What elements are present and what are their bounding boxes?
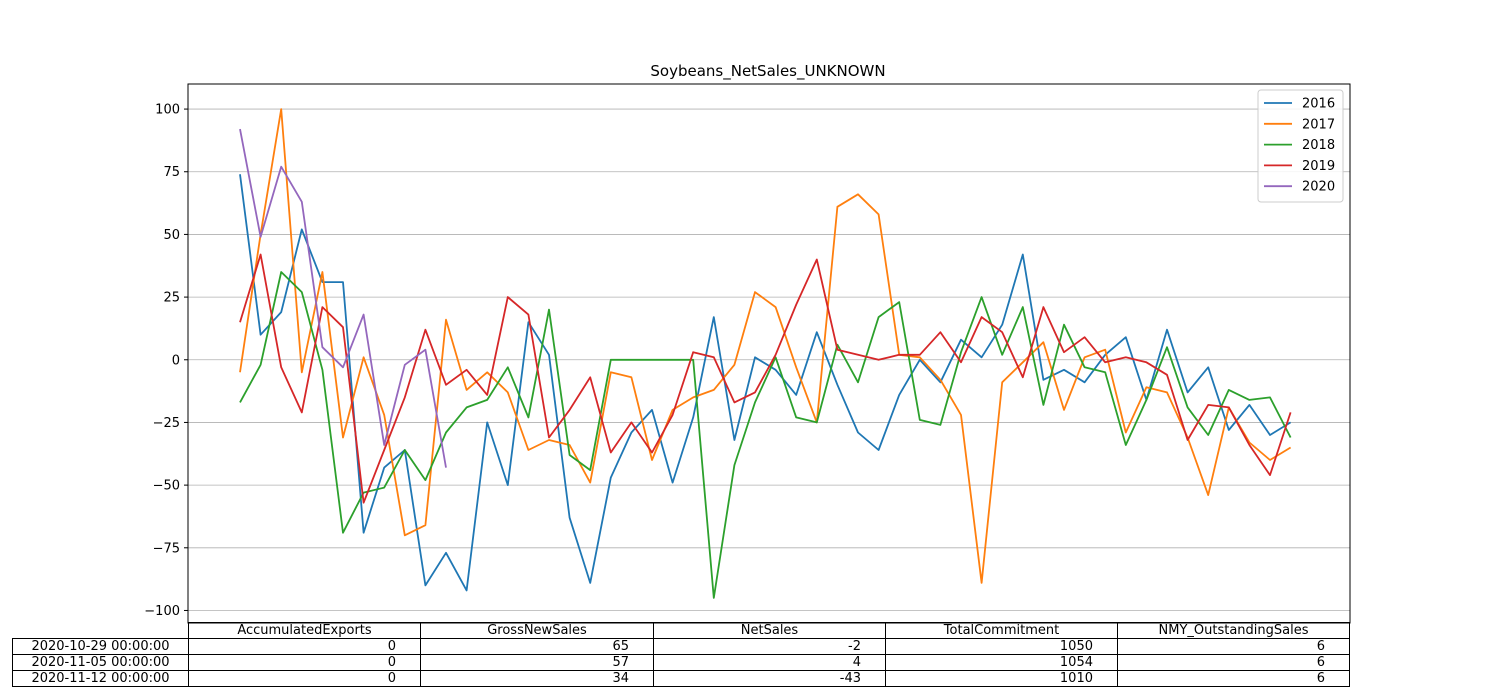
table-column-header: GrossNewSales bbox=[420, 622, 654, 639]
series-line-2017 bbox=[239, 108, 1292, 584]
table-cell: 4 bbox=[653, 654, 886, 671]
legend-label: 2017 bbox=[1302, 117, 1335, 132]
table-cell: -43 bbox=[653, 670, 886, 687]
table-cell: 6 bbox=[1117, 654, 1350, 671]
y-tick-label: 100 bbox=[155, 103, 180, 118]
table-row: 2020-10-29 00:00:00 0 65 -2 1050 6 bbox=[12, 638, 1350, 655]
table-column-header: NetSales bbox=[653, 622, 886, 639]
table-row-label: 2020-10-29 00:00:00 bbox=[12, 638, 189, 655]
legend-label: 2019 bbox=[1302, 159, 1335, 174]
table-cell: 6 bbox=[1117, 670, 1350, 687]
series-line-2020 bbox=[239, 128, 447, 468]
data-table: AccumulatedExports GrossNewSales NetSale… bbox=[12, 622, 1350, 687]
legend-label: 2018 bbox=[1302, 138, 1335, 153]
y-tick-label: −50 bbox=[153, 479, 180, 494]
table-cell: 0 bbox=[188, 670, 421, 687]
table-cell: 34 bbox=[420, 670, 654, 687]
series-lines bbox=[239, 108, 1292, 599]
y-axis-ticks: 100 75 50 25 0 −25 −50 −75 −100 bbox=[144, 103, 188, 619]
table-row: 2020-11-05 00:00:00 0 57 4 1054 6 bbox=[12, 654, 1350, 671]
table-header-row: AccumulatedExports GrossNewSales NetSale… bbox=[13, 622, 1350, 639]
table-cell: 1054 bbox=[885, 654, 1118, 671]
series-line-2019 bbox=[239, 253, 1292, 504]
legend-label: 2016 bbox=[1302, 97, 1335, 112]
table-corner bbox=[13, 623, 189, 639]
table-cell: -2 bbox=[653, 638, 886, 655]
chart-title: Soybeans_NetSales_UNKNOWN bbox=[650, 62, 885, 81]
table-column-header: AccumulatedExports bbox=[188, 622, 421, 639]
y-tick-label: 25 bbox=[163, 291, 180, 306]
series-line-2016 bbox=[239, 174, 1292, 592]
legend-box bbox=[1257, 89, 1344, 203]
series-line-2018 bbox=[239, 271, 1292, 599]
table-column-header: TotalCommitment bbox=[885, 622, 1118, 639]
y-tick-label: −75 bbox=[153, 541, 180, 556]
table-row: 2020-11-12 00:00:00 0 34 -43 1010 6 bbox=[12, 670, 1350, 687]
y-tick-label: 0 bbox=[172, 353, 180, 368]
legend-label: 2020 bbox=[1302, 180, 1335, 195]
table-row-label: 2020-11-12 00:00:00 bbox=[12, 670, 189, 687]
legend: 2016 2017 2018 2019 2020 bbox=[1257, 89, 1344, 203]
table-row-label: 2020-11-05 00:00:00 bbox=[12, 654, 189, 671]
y-tick-label: 50 bbox=[163, 228, 180, 243]
grid-lines bbox=[188, 108, 1350, 611]
table-cell: 6 bbox=[1117, 638, 1350, 655]
table-cell: 65 bbox=[420, 638, 654, 655]
table-cell: 1010 bbox=[885, 670, 1118, 687]
table-cell: 57 bbox=[420, 654, 654, 671]
table-cell: 0 bbox=[188, 654, 421, 671]
y-tick-label: 75 bbox=[163, 165, 180, 180]
y-tick-label: −25 bbox=[153, 416, 180, 431]
y-tick-label: −100 bbox=[144, 604, 180, 619]
table-cell: 0 bbox=[188, 638, 421, 655]
table-column-header: NMY_OutstandingSales bbox=[1117, 622, 1350, 639]
table-cell: 1050 bbox=[885, 638, 1118, 655]
